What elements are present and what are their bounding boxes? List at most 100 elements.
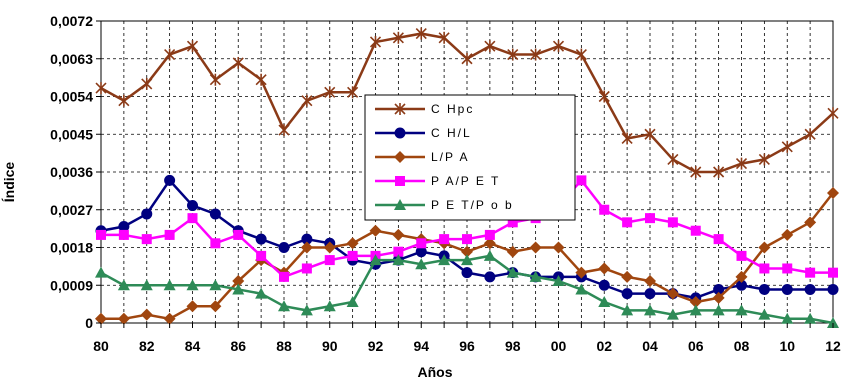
data-point [598,262,610,274]
data-point [233,230,243,240]
x-tick-label: 06 [688,338,704,354]
data-point [599,205,609,215]
y-tick-label: 0,0063 [50,51,93,67]
data-point [96,82,106,94]
legend-swatch-marker [395,128,405,138]
x-tick-label: 98 [505,338,521,354]
legend-swatch-marker [395,176,405,186]
data-point [325,255,335,265]
data-point [828,284,838,294]
y-axis-title: Índice [1,162,17,203]
y-tick-label: 0,0018 [50,240,93,256]
x-tick-label: 02 [596,338,612,354]
data-point [142,234,152,244]
data-point [279,243,289,253]
x-tick-label: 84 [185,338,201,354]
data-point [256,251,266,261]
legend: C Hpc C H/L L/P A P A/P E T P E T/P o b [365,95,575,220]
data-point [691,226,701,236]
y-tick-label: 0,0054 [50,89,93,105]
data-point [141,309,153,321]
data-point [782,284,792,294]
data-point [782,141,792,153]
legend-label: C Hpc [431,102,474,116]
data-point [828,107,838,119]
legend-label: L/P A [431,150,469,164]
legend-label: P E T/P o b [431,198,514,212]
y-tick-label: 0,0036 [50,164,93,180]
y-tick-label: 0,0027 [50,202,93,218]
data-point [485,272,495,282]
data-point [142,209,152,219]
data-point [759,284,769,294]
data-point [462,268,472,278]
data-point [759,263,769,273]
data-point [233,57,243,69]
data-point [782,263,792,273]
data-point [370,225,382,237]
data-point [737,251,747,261]
data-point [210,74,220,86]
x-tick-label: 10 [779,338,795,354]
data-point [781,229,793,241]
data-point [256,234,266,244]
data-point [302,263,312,273]
x-tick-label: 00 [551,338,567,354]
data-point [576,175,586,185]
data-point [599,280,609,290]
x-tick-label: 80 [93,338,109,354]
y-tick-label: 0,0045 [50,126,93,142]
data-point [805,128,815,140]
legend-label: P A/P E T [431,174,500,188]
data-point [622,217,632,227]
data-point [165,175,175,185]
data-point [416,238,426,248]
data-point [462,234,472,244]
data-point [279,272,289,282]
data-point [210,238,220,248]
x-tick-label: 86 [230,338,246,354]
data-point [621,271,633,283]
data-point [805,268,815,278]
data-point [142,78,152,90]
data-point [668,153,678,165]
x-tick-label: 96 [459,338,475,354]
data-point [187,300,199,312]
data-point [96,230,106,240]
x-tick-label: 04 [642,338,658,354]
x-tick-label: 88 [276,338,292,354]
data-point [256,74,266,86]
data-point [210,209,220,219]
data-point [598,296,610,307]
x-tick-label: 08 [734,338,750,354]
x-axis-title: Años [418,364,453,380]
data-point [530,242,542,254]
data-point [165,230,175,240]
data-point [188,201,198,211]
x-tick-label: 12 [825,338,841,354]
legend-label: C H/L [431,126,472,140]
data-point [188,213,198,223]
y-axis-ticks: 0 0,0009 0,0018 0,0027 0,0036 0,0045 0,0054 0,0… [50,13,101,331]
data-point [828,268,838,278]
y-tick-label: 0,0009 [50,277,93,293]
data-point [645,213,655,223]
data-point [119,230,129,240]
x-tick-label: 82 [139,338,155,354]
data-point [119,95,129,107]
x-axis-ticks: 80 82 84 86 88 90 92 94 96 98 00 02 04 06 08 10 12 [93,323,841,354]
data-point [439,234,449,244]
data-point [805,284,815,294]
y-tick-label: 0 [85,315,93,331]
data-point [622,289,632,299]
data-point [392,229,404,241]
data-point [714,234,724,244]
x-tick-label: 90 [322,338,338,354]
data-point [485,230,495,240]
data-point [348,251,358,261]
data-point [667,288,679,300]
x-tick-label: 94 [413,338,429,354]
data-point [645,289,655,299]
data-point [279,124,289,136]
